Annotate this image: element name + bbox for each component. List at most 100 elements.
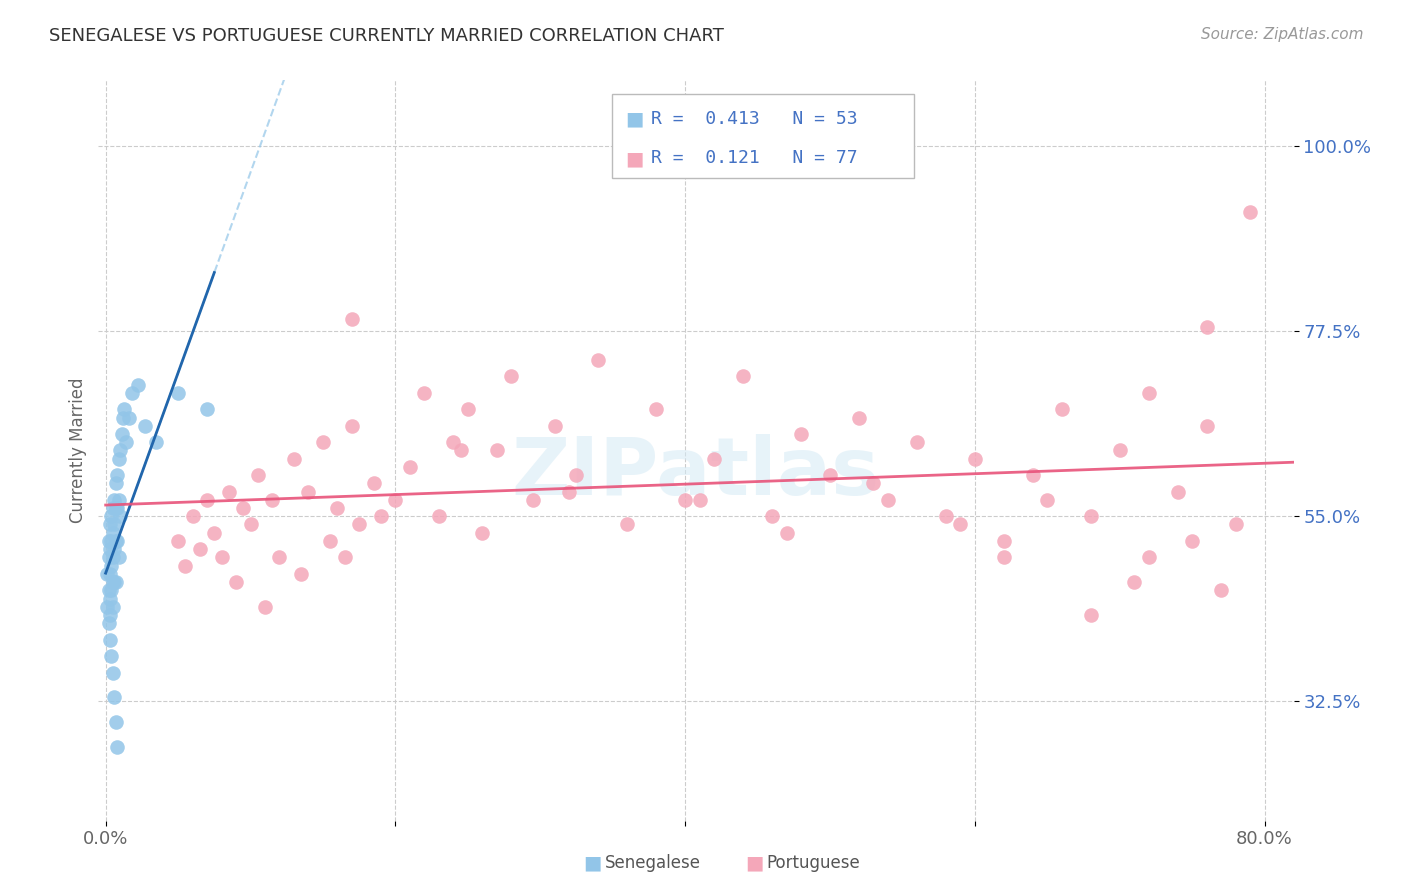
Point xyxy=(326,501,349,516)
Point xyxy=(105,501,128,516)
Point xyxy=(174,558,197,573)
Point xyxy=(211,550,233,565)
Point xyxy=(427,509,450,524)
Point xyxy=(100,583,122,598)
Text: Source: ZipAtlas.com: Source: ZipAtlas.com xyxy=(1201,27,1364,42)
Point xyxy=(269,550,291,565)
Point xyxy=(97,616,120,631)
Point xyxy=(457,402,479,417)
Point xyxy=(363,476,385,491)
Point xyxy=(97,533,120,548)
Point xyxy=(101,501,124,516)
Text: ■: ■ xyxy=(626,110,644,128)
Text: ■: ■ xyxy=(745,854,763,872)
Point xyxy=(399,459,422,474)
Point xyxy=(218,484,240,499)
Point xyxy=(384,492,406,507)
Point xyxy=(1022,468,1045,483)
Point xyxy=(108,443,131,458)
Point xyxy=(501,369,523,384)
Point xyxy=(107,492,129,507)
Point xyxy=(1239,205,1261,219)
Point xyxy=(104,501,127,516)
Point xyxy=(114,402,136,417)
Point xyxy=(703,451,725,466)
Text: R =  0.121   N = 77: R = 0.121 N = 77 xyxy=(651,149,858,167)
Point xyxy=(96,566,118,581)
Point xyxy=(98,517,121,532)
Point xyxy=(1108,443,1130,458)
Point xyxy=(98,542,121,557)
Point xyxy=(935,509,957,524)
Text: Senegalese: Senegalese xyxy=(605,855,700,872)
Point xyxy=(485,443,508,458)
Point xyxy=(145,435,167,450)
Text: ■: ■ xyxy=(626,149,644,168)
Point xyxy=(100,533,122,548)
Point xyxy=(101,575,124,590)
Point xyxy=(340,311,363,326)
Point xyxy=(775,525,797,540)
Point xyxy=(616,517,638,532)
Point xyxy=(225,575,247,590)
Point xyxy=(118,410,141,425)
Point xyxy=(97,583,120,598)
Point xyxy=(101,525,124,540)
Point xyxy=(645,402,668,417)
Point xyxy=(107,550,129,565)
Point xyxy=(544,418,567,433)
Point xyxy=(673,492,696,507)
Point xyxy=(993,533,1015,548)
Point xyxy=(877,492,900,507)
Point xyxy=(949,517,972,532)
Point xyxy=(993,550,1015,565)
Text: ■: ■ xyxy=(583,854,602,872)
Point xyxy=(731,369,754,384)
Text: SENEGALESE VS PORTUGUESE CURRENTLY MARRIED CORRELATION CHART: SENEGALESE VS PORTUGUESE CURRENTLY MARRI… xyxy=(49,27,724,45)
Point xyxy=(103,517,125,532)
Point xyxy=(107,451,129,466)
Point xyxy=(283,451,305,466)
Point xyxy=(112,410,135,425)
Point xyxy=(471,525,494,540)
Point xyxy=(818,468,841,483)
Point xyxy=(98,591,121,606)
Point xyxy=(689,492,711,507)
Point xyxy=(1225,517,1247,532)
Point xyxy=(1123,575,1146,590)
Point xyxy=(1167,484,1189,499)
Point xyxy=(104,575,127,590)
Point xyxy=(450,443,472,458)
Point xyxy=(413,385,436,400)
Point xyxy=(586,353,609,368)
Y-axis label: Currently Married: Currently Married xyxy=(69,377,87,524)
Point xyxy=(963,451,986,466)
Point xyxy=(1080,509,1102,524)
Point xyxy=(121,385,143,400)
Point xyxy=(98,566,121,581)
Point xyxy=(761,509,783,524)
Point xyxy=(558,484,581,499)
Point xyxy=(848,410,870,425)
Point xyxy=(103,575,125,590)
Point xyxy=(905,435,928,450)
Point xyxy=(100,649,122,664)
Point xyxy=(239,517,262,532)
Point xyxy=(110,427,132,442)
Point xyxy=(104,533,127,548)
Point xyxy=(319,533,342,548)
Point xyxy=(101,550,124,565)
Point xyxy=(105,468,128,483)
Point xyxy=(232,501,254,516)
Point xyxy=(1137,385,1160,400)
Point xyxy=(134,418,156,433)
Point xyxy=(195,402,218,417)
Point xyxy=(340,418,363,433)
Point xyxy=(1080,607,1102,622)
Point xyxy=(103,492,125,507)
Point xyxy=(441,435,464,450)
Point xyxy=(262,492,284,507)
Text: Portuguese: Portuguese xyxy=(766,855,860,872)
Point xyxy=(104,714,127,729)
Text: R =  0.413   N = 53: R = 0.413 N = 53 xyxy=(651,110,858,128)
